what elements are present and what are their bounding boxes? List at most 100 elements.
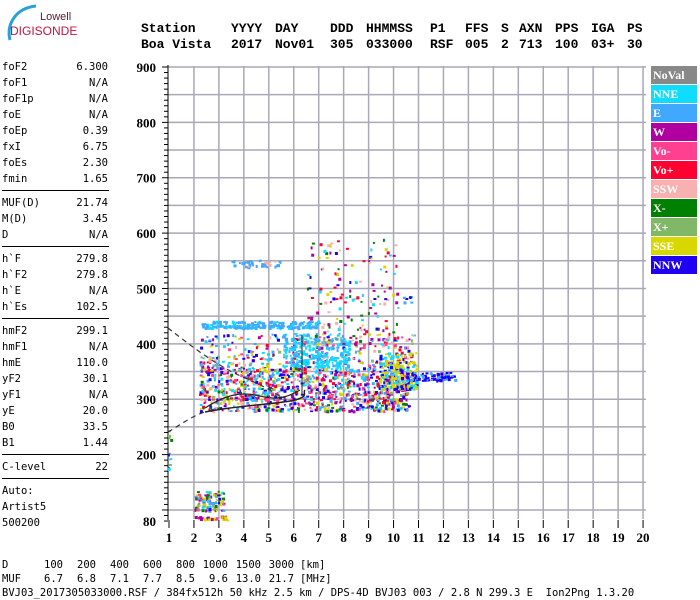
echo-point: [323, 407, 327, 411]
echo-point: [386, 396, 390, 399]
echo-point: [208, 355, 212, 358]
echo-point: [291, 348, 295, 352]
echo-point: [301, 376, 305, 379]
echo-point: [386, 391, 389, 394]
echo-point: [384, 298, 388, 301]
echo-point: [356, 384, 360, 388]
echo-point: [306, 389, 310, 391]
x-tick-label: 16: [537, 530, 551, 545]
echo-point: [282, 373, 286, 376]
param-row: B1 1.44: [2, 436, 108, 451]
echo-point: [405, 398, 408, 402]
echo-point: [168, 468, 172, 471]
echo-point: [276, 371, 279, 375]
echo-point: [299, 351, 303, 354]
echo-point: [364, 374, 368, 377]
echo-point: [415, 388, 418, 390]
echo-point: [334, 272, 337, 276]
echo-point: [307, 340, 310, 344]
echo-point: [212, 338, 215, 342]
echo-point: [225, 391, 228, 395]
echo-point: [323, 338, 326, 342]
row-value: 100: [44, 559, 63, 571]
echo-point: [264, 391, 268, 395]
echo-point: [412, 379, 415, 382]
echo-point: [288, 362, 292, 365]
param-name: fmin: [2, 173, 28, 185]
echo-point: [349, 281, 352, 284]
echo-point: [328, 392, 331, 395]
echo-point: [238, 354, 240, 357]
echo-point: [314, 339, 318, 343]
echo-point: [310, 316, 314, 319]
echo-point: [208, 492, 212, 495]
echo-point: [394, 372, 398, 375]
echo-point: [321, 382, 325, 385]
echo-point: [257, 405, 261, 409]
echo-point: [305, 402, 308, 405]
echo-point: [299, 334, 303, 337]
echo-point: [331, 402, 334, 406]
echo-point: [424, 377, 428, 380]
echo-point: [369, 398, 373, 402]
echo-point: [302, 362, 306, 365]
echo-point: [200, 346, 204, 350]
echo-point: [254, 375, 257, 377]
echo-point: [298, 380, 301, 383]
echo-point: [344, 382, 347, 385]
echo-point: [269, 263, 272, 267]
echo-point: [320, 378, 323, 382]
echo-point: [317, 373, 321, 376]
echo-point: [306, 358, 310, 362]
echo-point: [344, 371, 348, 375]
row-value: 200: [77, 559, 96, 571]
echo-point: [325, 361, 328, 364]
echo-point: [393, 382, 396, 385]
echo-point: [361, 376, 365, 380]
echo-point: [284, 397, 287, 400]
echo-point: [212, 410, 216, 414]
echo-point: [244, 266, 248, 269]
param-row: hmF2 299.1: [2, 324, 108, 339]
echo-point: [370, 359, 374, 363]
echo-point: [327, 330, 330, 333]
row-value: 800: [176, 559, 195, 571]
echo-point: [368, 342, 372, 346]
echo-point: [334, 369, 337, 372]
echo-point: [274, 395, 278, 398]
echo-point: [213, 508, 216, 511]
echo-point: [217, 360, 220, 363]
echo-point: [283, 344, 287, 348]
echo-point: [228, 325, 232, 329]
echo-point: [199, 363, 203, 367]
echo-point: [370, 376, 373, 379]
param-value: 0.39: [82, 125, 108, 137]
echo-point: [321, 383, 325, 387]
echo-point: [348, 350, 351, 353]
echo-point: [350, 318, 353, 322]
y-tick-label: 800: [137, 115, 157, 130]
echo-point: [335, 368, 339, 372]
echo-point: [271, 333, 274, 336]
echo-point: [388, 254, 392, 257]
echo-point: [394, 244, 398, 247]
echo-point: [400, 351, 404, 355]
echo-point: [291, 396, 294, 399]
echo-point: [367, 383, 370, 386]
echo-point: [368, 395, 371, 399]
echo-point: [235, 396, 239, 399]
echo-point: [373, 386, 376, 389]
echo-point: [349, 370, 353, 374]
echo-point: [356, 401, 360, 405]
echo-point: [242, 367, 245, 370]
echo-point: [411, 334, 415, 337]
echo-point: [284, 351, 287, 355]
echo-point: [393, 388, 397, 391]
echo-point: [331, 344, 335, 347]
echo-point: [393, 345, 397, 349]
echo-point: [396, 364, 398, 368]
echo-point: [303, 408, 306, 411]
echo-point: [269, 261, 272, 264]
echo-point: [221, 492, 225, 494]
echo-point: [277, 377, 281, 381]
